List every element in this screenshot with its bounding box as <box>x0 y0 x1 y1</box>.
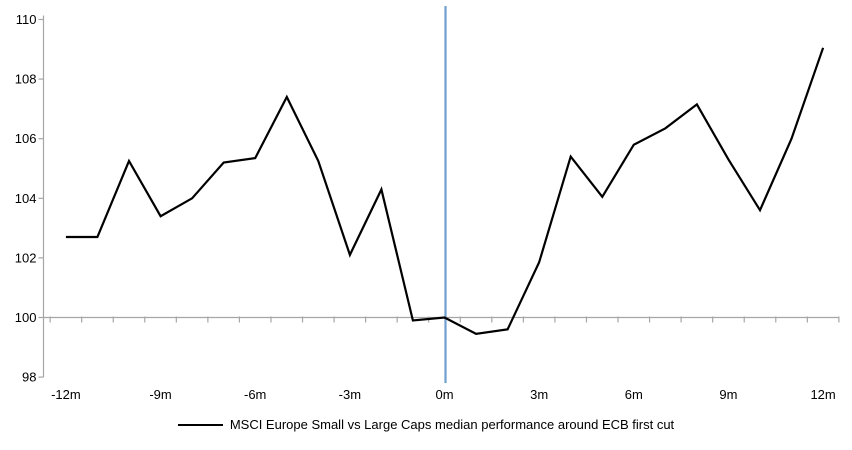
y-tick-label: 102 <box>15 250 37 265</box>
legend: MSCI Europe Small vs Large Caps median p… <box>0 417 852 432</box>
legend-line-sample-icon <box>177 423 223 426</box>
x-tick-label: 3m <box>530 387 548 402</box>
y-tick-label: 110 <box>16 12 37 27</box>
x-tick-label: -9m <box>149 387 171 402</box>
legend-label: MSCI Europe Small vs Large Caps median p… <box>229 417 675 432</box>
x-tick-label: -6m <box>244 387 266 402</box>
y-tick-labels: 98 100 102 104 106 108 110 <box>15 12 37 385</box>
x-tick-label: -12m <box>51 387 81 402</box>
y-tick-label: 106 <box>15 131 37 146</box>
x-tick-label: -3m <box>339 387 361 402</box>
y-axis <box>38 15 45 378</box>
x-tick-label: 9m <box>719 387 737 402</box>
y-tick-label: 108 <box>15 72 37 87</box>
series-polyline <box>65 47 825 336</box>
x-tick-label: 12m <box>810 387 835 402</box>
x-tick-labels: -12m -9m -6m -3m 0m 3m 6m 9m 12m <box>51 387 836 402</box>
y-tick-label: 104 <box>15 191 37 206</box>
x-tick-label: 6m <box>625 387 643 402</box>
y-tick-label: 100 <box>15 310 37 325</box>
x-tick-label: 0m <box>435 387 453 402</box>
series-line <box>65 47 825 336</box>
y-tick-label: 98 <box>22 370 36 385</box>
